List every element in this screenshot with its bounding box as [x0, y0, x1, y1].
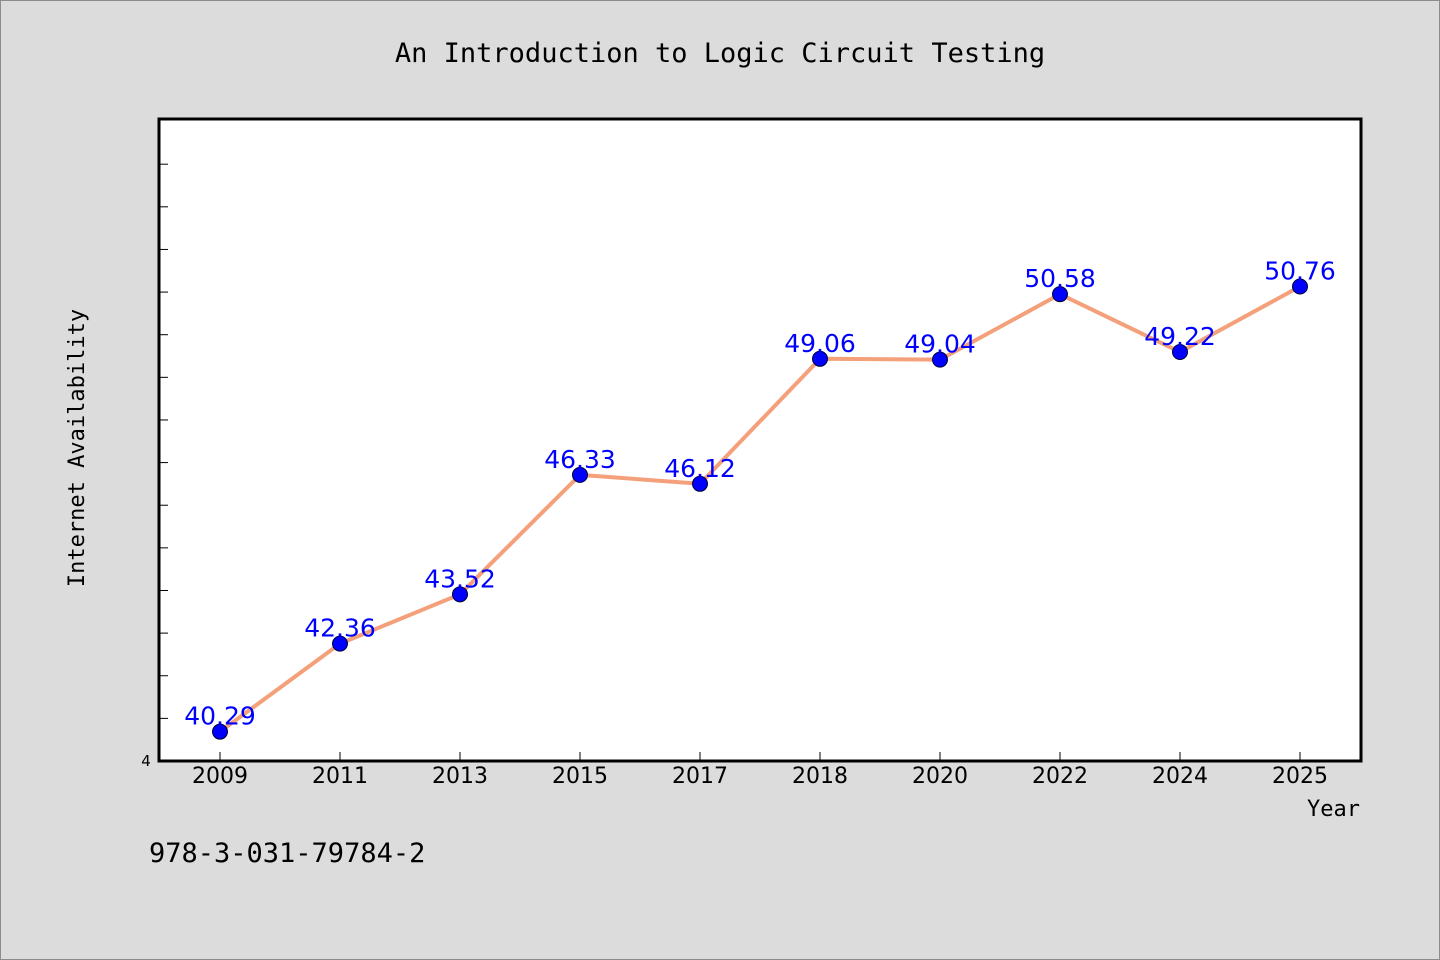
data-label: 40.29 — [184, 702, 256, 731]
isbn-text: 978-3-031-79784-2 — [149, 838, 425, 869]
data-label: 46.33 — [544, 445, 616, 474]
chart-title: An Introduction to Logic Circuit Testing — [395, 38, 1045, 69]
data-label: 50.76 — [1264, 257, 1336, 286]
data-point — [1172, 343, 1188, 360]
y-axis-title: Internet Availability — [65, 309, 90, 587]
x-axis-title: Year — [1307, 797, 1360, 822]
data-point — [1052, 286, 1068, 303]
x-tick-label: 2011 — [312, 764, 368, 789]
x-tick-label: 2018 — [792, 764, 848, 789]
data-point — [692, 475, 708, 492]
data-point — [932, 351, 948, 368]
data-label: 42.36 — [304, 614, 376, 643]
plot-area — [157, 117, 1363, 763]
x-tick-label: 2022 — [1032, 764, 1088, 789]
data-label: 46.12 — [664, 454, 736, 483]
series-layer: 40.29 42.36 43.52 46.33 46.12 49.06 49.04 50.58… — [184, 257, 1336, 740]
data-point — [332, 635, 348, 652]
x-tick-label: 2013 — [432, 764, 488, 789]
data-label: 49.04 — [904, 330, 976, 359]
x-axis-ticks: 2009 2011 2013 2015 2017 2018 2020 2022 2024 2025 — [192, 752, 1328, 789]
y-axis-ticks — [159, 163, 168, 719]
series-line — [218, 284, 1302, 734]
data-point — [1292, 278, 1308, 295]
data-label: 43.52 — [424, 564, 496, 593]
x-tick-label: 2017 — [672, 764, 728, 789]
x-tick-label: 2015 — [552, 764, 608, 789]
x-tick-label: 2024 — [1152, 764, 1208, 789]
x-tick-label: 2009 — [192, 764, 248, 789]
data-label: 50.58 — [1024, 264, 1096, 293]
x-tick-label: 2025 — [1272, 764, 1328, 789]
data-label: 49.06 — [784, 329, 856, 358]
data-label: 49.22 — [1144, 322, 1216, 351]
data-point — [452, 586, 468, 603]
x-tick-label: 2020 — [912, 764, 968, 789]
data-point — [572, 466, 588, 483]
y-tick-label: 4 — [141, 752, 151, 770]
data-point — [212, 723, 228, 740]
data-point — [812, 350, 828, 367]
